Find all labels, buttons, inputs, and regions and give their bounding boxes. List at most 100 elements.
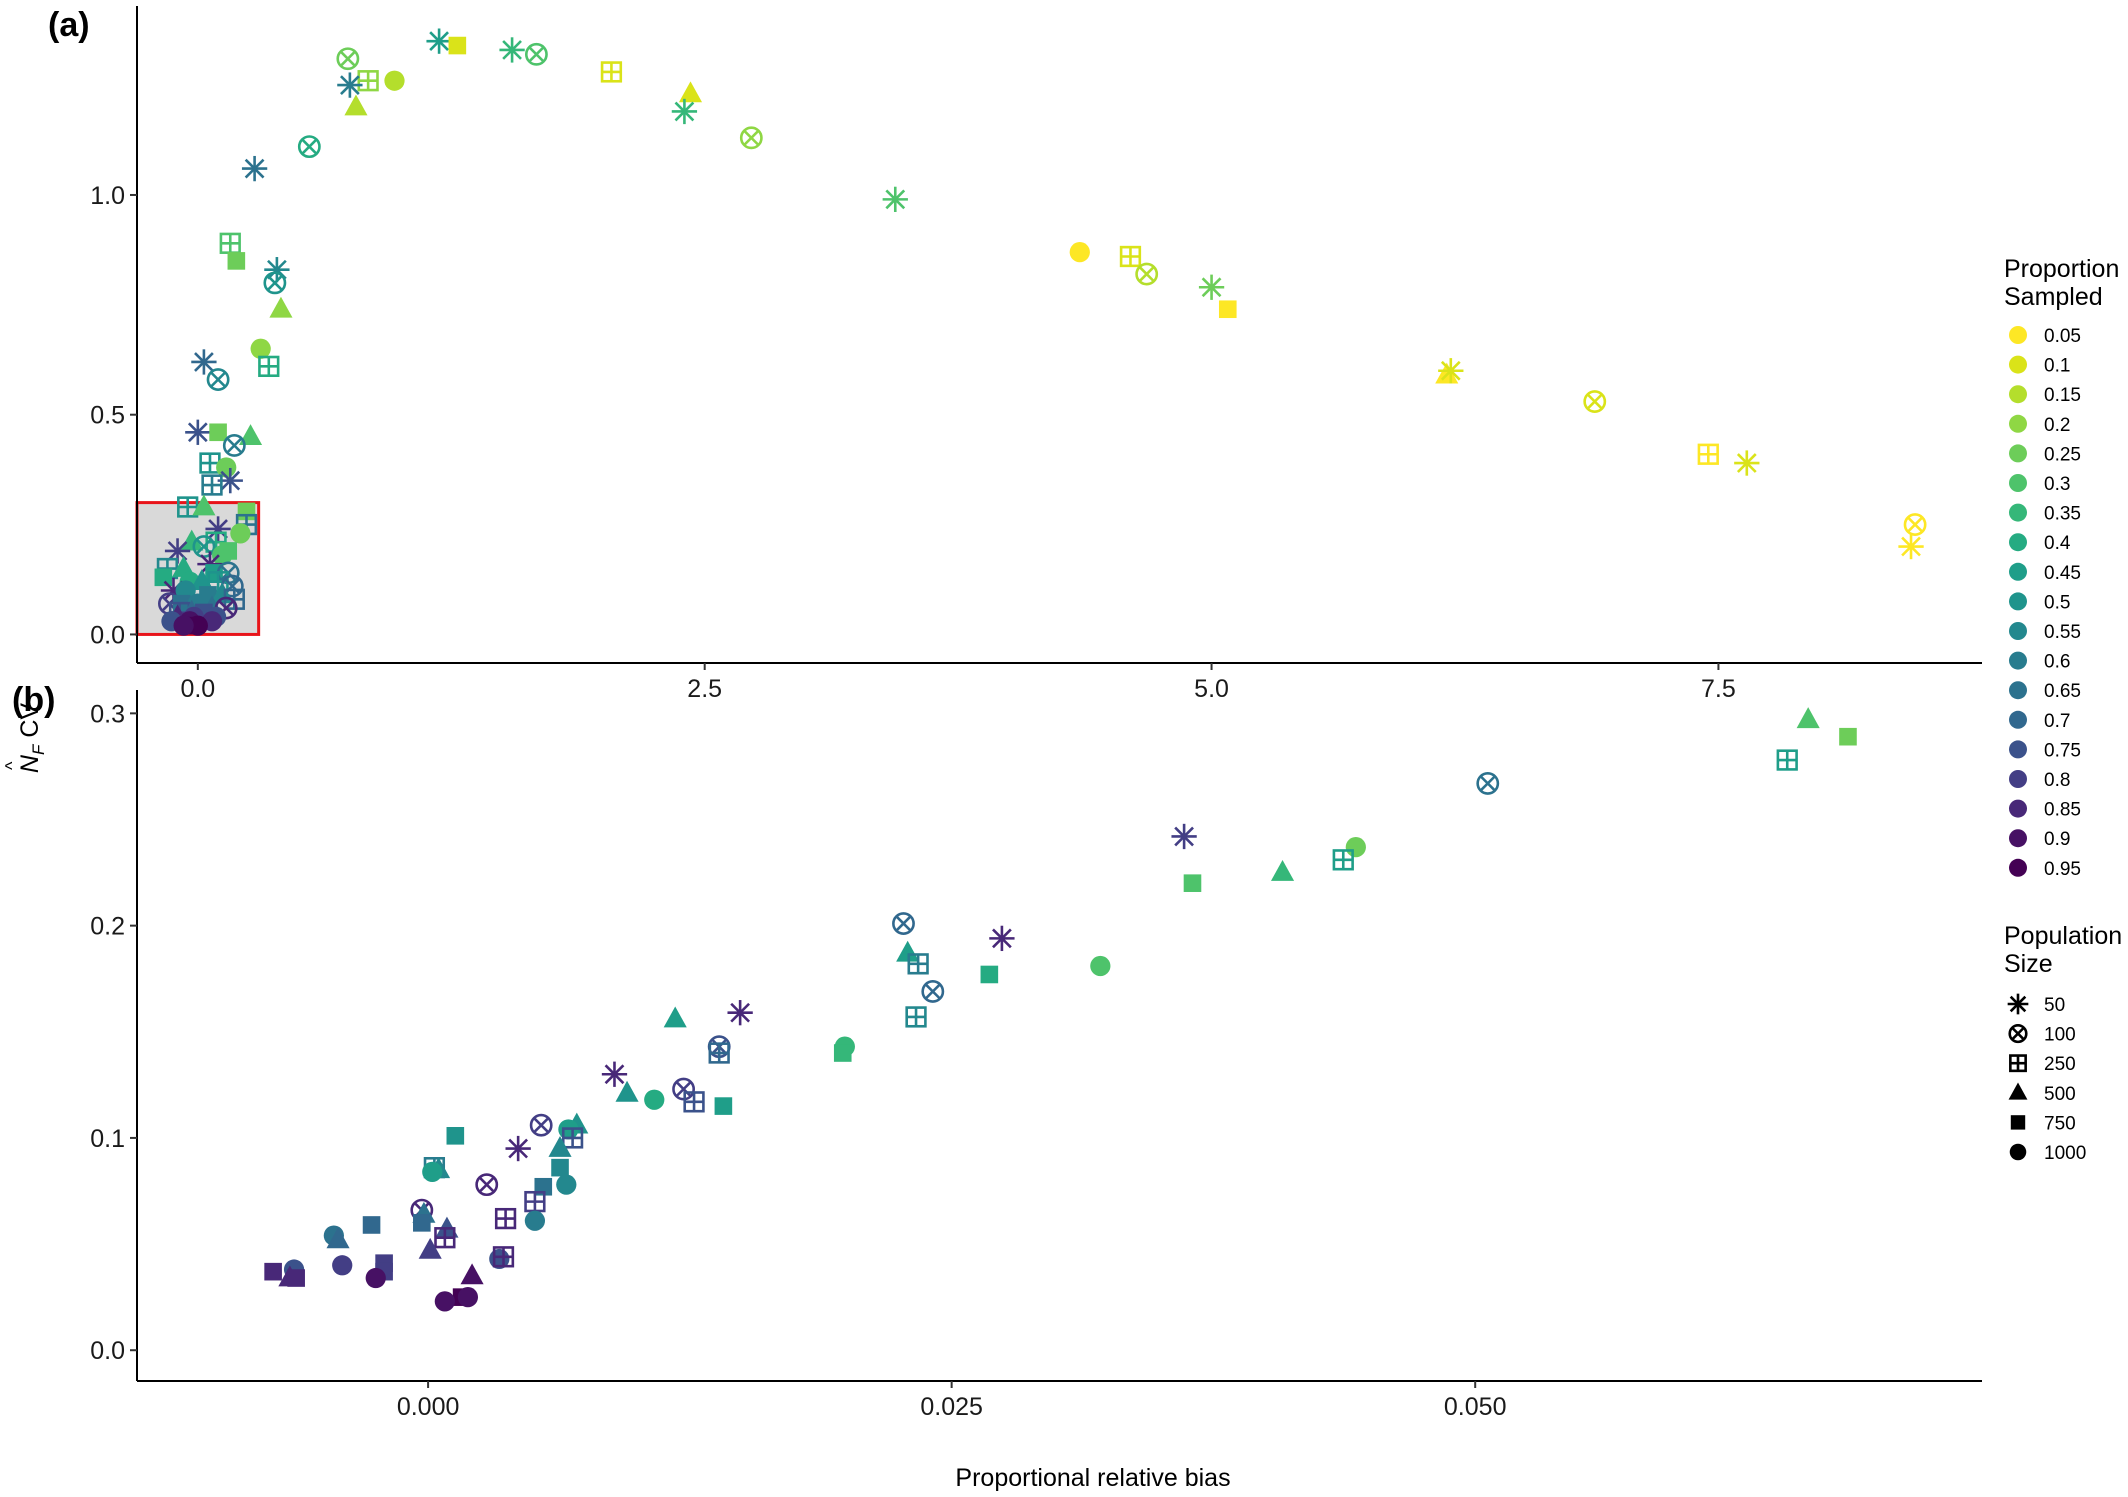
panel-b-point bbox=[1332, 849, 1354, 871]
panel-b-x-tick-label: 0.050 bbox=[1444, 1393, 1507, 1421]
legend-color-label: 0.75 bbox=[2044, 740, 2081, 761]
y-axis-title-main: N bbox=[16, 754, 44, 773]
legend-color-swatch bbox=[2009, 740, 2027, 759]
panel-b-point bbox=[524, 1210, 546, 1231]
panel-b-point bbox=[1270, 860, 1295, 881]
legend-color-swatch bbox=[2009, 326, 2027, 344]
panel-b-point bbox=[446, 1127, 465, 1145]
panel-a-point bbox=[219, 232, 241, 254]
x-axis-title: Proportional relative bias bbox=[955, 1464, 1230, 1492]
panel-a-point bbox=[384, 70, 405, 91]
legend-color-swatch bbox=[2009, 799, 2027, 818]
panel-b-point bbox=[663, 1006, 687, 1028]
svg-text:NF CV: NF CV bbox=[16, 703, 48, 773]
panel-b-label: (b) bbox=[12, 681, 55, 719]
panel-a-point bbox=[344, 94, 368, 116]
legend-color-swatch bbox=[2009, 829, 2027, 848]
panel-a-point bbox=[1583, 390, 1607, 413]
panel-a-point bbox=[263, 271, 287, 295]
legend-color-title-line2: Sampled bbox=[2004, 283, 2103, 311]
panel-b-point bbox=[980, 965, 999, 984]
panel-b-point bbox=[492, 1246, 515, 1268]
legend-color-swatch bbox=[2009, 533, 2027, 552]
panel-a-x-tick-label: 0.0 bbox=[180, 675, 215, 703]
panel-a-point bbox=[205, 516, 231, 542]
panel-b-y-tick-label: 0.2 bbox=[90, 913, 125, 941]
legend-color-swatch bbox=[2009, 651, 2027, 670]
panel-b-point bbox=[644, 1089, 665, 1110]
panel-b-point bbox=[362, 1216, 381, 1234]
panel-b-point bbox=[1171, 823, 1197, 850]
legend-color-swatch bbox=[2009, 710, 2027, 729]
panel-a-point bbox=[882, 186, 908, 213]
y-axis-title: NF CV ^ bbox=[2, 703, 48, 773]
legend-color-label: 0.65 bbox=[2044, 681, 2081, 702]
legend-color-entries: 0.05 0.1 0.15 0.2 0.25 0.3 0.35 0.4 0.45 0.5 0.55 0… bbox=[2009, 326, 2081, 880]
legend-color-label: 0.95 bbox=[2044, 859, 2081, 880]
legend-color-swatch bbox=[2009, 474, 2027, 492]
legend-shape-title-line1: Population bbox=[2004, 922, 2122, 950]
panel-b-point bbox=[601, 1061, 628, 1087]
legend-shape-label: 500 bbox=[2044, 1084, 2076, 1105]
legend-shape-swatch bbox=[2007, 993, 2029, 1015]
panel-a-point bbox=[499, 37, 525, 63]
legend-color-swatch bbox=[2009, 562, 2027, 581]
legend-shape-entries: 50 100 250 500 750 1000 bbox=[2007, 993, 2086, 1164]
panel-b-x-tick-label: 0.000 bbox=[397, 1393, 460, 1421]
panel-b-point bbox=[287, 1269, 305, 1287]
panel-a-point bbox=[1898, 533, 1924, 560]
panel-b-y-tick-label: 0.0 bbox=[90, 1337, 125, 1365]
panel-a-label: (a) bbox=[48, 6, 90, 44]
legend-color-swatch bbox=[2009, 770, 2027, 788]
legend-color-label: 0.4 bbox=[2044, 533, 2071, 554]
panel-b-point bbox=[413, 1214, 431, 1232]
panel-a-point bbox=[600, 61, 623, 83]
panel-b-point bbox=[1796, 707, 1820, 729]
panel-a: (a) 0.0 2.5 5.0 7.5 0.0 0.5 1.0 bbox=[48, 6, 1982, 703]
panel-b-point bbox=[907, 953, 929, 975]
legend-shape-swatch bbox=[2009, 1054, 2027, 1073]
panel-a-x-tick-label: 7.5 bbox=[1701, 675, 1736, 703]
panel-b-point bbox=[1183, 874, 1202, 892]
legend-color-label: 0.2 bbox=[2044, 415, 2070, 436]
panel-a-point bbox=[269, 296, 293, 318]
legend-color-label: 0.9 bbox=[2044, 829, 2070, 850]
panel-b-point bbox=[326, 1227, 350, 1249]
panel-a-point bbox=[1697, 443, 1719, 465]
panel-b-point bbox=[422, 1161, 443, 1183]
panel-a-y-tick-label: 0.0 bbox=[90, 621, 125, 649]
panel-a-point bbox=[1069, 241, 1090, 263]
legend-color-label: 0.55 bbox=[2044, 622, 2081, 643]
panel-a-y-tick-label: 1.0 bbox=[90, 182, 125, 210]
y-axis-title-sub: F bbox=[29, 743, 48, 755]
panel-a-x-tick-label: 2.5 bbox=[687, 675, 722, 703]
y-axis-title-rest: CV bbox=[16, 703, 44, 745]
panel-a-point bbox=[206, 368, 230, 391]
panel-a-point bbox=[187, 615, 208, 636]
panel-b-point bbox=[551, 1158, 569, 1177]
panel-b-y-tick-label: 0.3 bbox=[90, 700, 125, 728]
legend-shape-swatch bbox=[2008, 1082, 2028, 1100]
panel-a-point bbox=[678, 81, 703, 103]
legend-color-swatch bbox=[2009, 681, 2027, 700]
panel-a-point bbox=[250, 338, 271, 359]
legend-color-label: 0.8 bbox=[2044, 770, 2070, 791]
panel-b-point bbox=[833, 1044, 852, 1062]
panel-a-point bbox=[173, 615, 194, 636]
panel-b-point bbox=[1839, 727, 1857, 746]
panel-a-point bbox=[1903, 513, 1927, 536]
panel-a-y-tick-label: 0.5 bbox=[90, 402, 125, 430]
panel-b-point bbox=[434, 1227, 456, 1249]
legend-shape-label: 250 bbox=[2044, 1054, 2076, 1075]
panel-b-point bbox=[460, 1263, 484, 1285]
panel-b: (b) 0.000 0.025 0.050 0.0 0.1 0.2 0.3 bbox=[12, 681, 1982, 1421]
panel-b-point bbox=[1090, 955, 1111, 977]
panel-a-point bbox=[209, 423, 227, 442]
panel-b-point bbox=[475, 1173, 499, 1197]
panel-b-point bbox=[548, 1136, 572, 1157]
legend-color-label: 0.35 bbox=[2044, 504, 2081, 525]
panel-a-point bbox=[739, 126, 763, 150]
panel-a-point bbox=[337, 72, 363, 98]
legend-shape-swatch bbox=[2009, 1143, 2027, 1161]
panel-a-axes: 0.0 2.5 5.0 7.5 0.0 0.5 1.0 bbox=[90, 6, 1982, 703]
